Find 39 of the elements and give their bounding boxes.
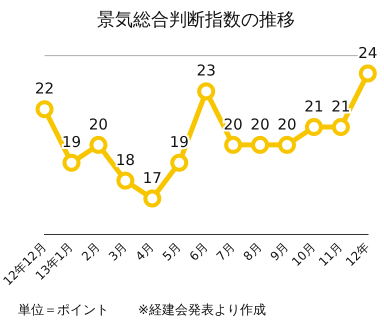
data-label: 20 xyxy=(277,115,297,134)
x-tick-label: 7月 xyxy=(214,240,238,264)
point xyxy=(278,136,296,154)
x-tick-label: 11月 xyxy=(316,240,346,269)
data-label: 20 xyxy=(250,115,270,134)
data-label: 24 xyxy=(358,44,378,62)
x-tick-label: 9月 xyxy=(268,240,292,264)
point xyxy=(251,136,270,154)
data-label: 17 xyxy=(142,168,162,187)
point xyxy=(143,190,162,208)
x-tick-label: 8月 xyxy=(240,240,264,264)
data-label: 19 xyxy=(62,133,82,152)
point xyxy=(224,136,242,154)
point xyxy=(332,118,350,136)
x-tick-label: 4月 xyxy=(132,240,157,264)
data-label: 22 xyxy=(35,80,54,98)
point xyxy=(358,64,377,82)
text: 単位＝ポイント xyxy=(18,302,109,318)
data-label: 20 xyxy=(224,115,243,134)
point xyxy=(304,118,323,136)
text: ※経建会発表より作成 xyxy=(138,302,266,318)
point xyxy=(116,172,134,190)
x-tick-label: 12年 xyxy=(342,240,372,269)
x-tick-label: 2月 xyxy=(78,240,103,264)
point xyxy=(197,82,216,100)
x-tick-label: 6月 xyxy=(186,240,211,264)
point xyxy=(36,100,54,118)
point xyxy=(89,136,108,154)
data-label: 23 xyxy=(196,62,216,80)
x-tick-label: 3月 xyxy=(106,240,130,264)
chart-title: 景気総合判断指数の推移 xyxy=(97,9,295,30)
x-tick-label: 5月 xyxy=(160,240,184,264)
point xyxy=(170,154,188,172)
data-label: 21 xyxy=(331,97,350,116)
data-label: 20 xyxy=(88,115,108,134)
data-label: 21 xyxy=(304,97,324,116)
x-tick-label: 10月 xyxy=(289,240,318,269)
data-label: 18 xyxy=(116,151,135,170)
point xyxy=(62,154,81,172)
